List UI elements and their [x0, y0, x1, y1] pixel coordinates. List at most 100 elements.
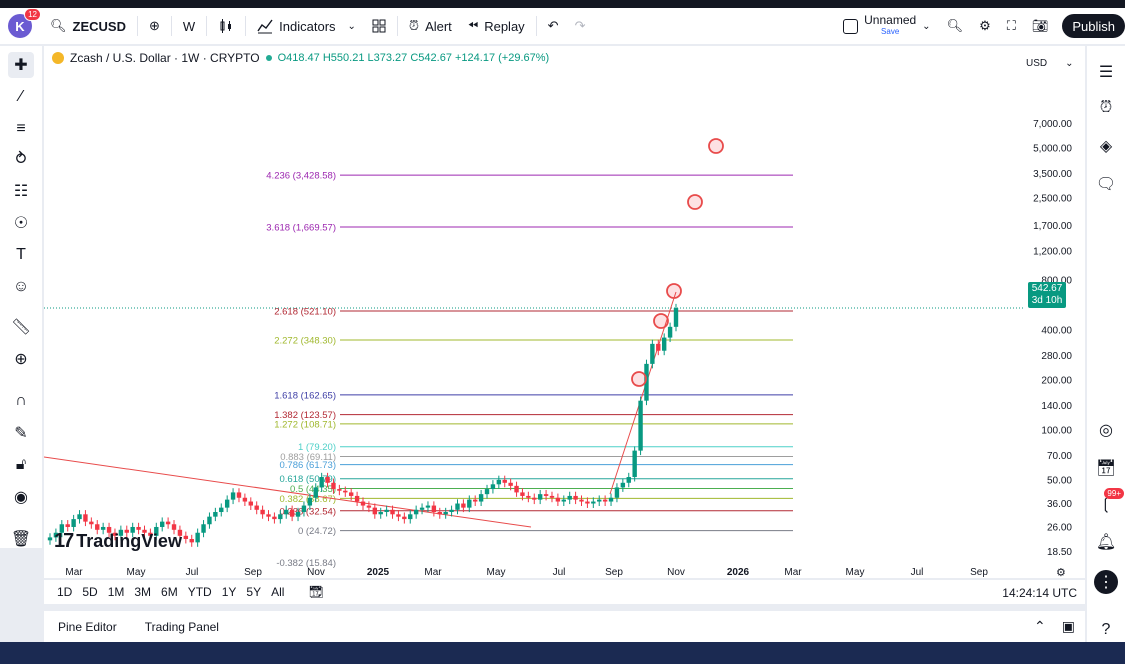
range-button-6m[interactable]: 6M [161, 585, 178, 599]
magnet-tool[interactable]: ∩ [8, 388, 34, 414]
chat-button[interactable]: 🗨︎ [1094, 172, 1118, 196]
candle-body [626, 477, 631, 483]
crosshair-tool[interactable]: ✚ [8, 52, 34, 78]
candle-body [419, 507, 425, 510]
chart-type-button[interactable] [210, 12, 242, 40]
draw-mode-tool[interactable]: ✎ [8, 420, 34, 446]
candle-body [585, 501, 590, 504]
help-button[interactable]: ? [1094, 618, 1118, 642]
trend-line [44, 456, 532, 528]
text-tool[interactable]: T [8, 242, 34, 268]
range-button-ytd[interactable]: YTD [187, 585, 212, 599]
fib-level-label: 0.618 (50.79) [279, 474, 336, 485]
candle-body [160, 521, 165, 527]
range-button-1d[interactable]: 1D [57, 585, 73, 599]
settings-button[interactable]: ⚙︎ [971, 12, 999, 40]
chat-icon: 🗨︎ [1095, 176, 1117, 193]
pine-editor-tab[interactable]: Pine Editor [58, 619, 117, 634]
plus-circle-icon: ⊕ [148, 18, 160, 33]
layout-select-button[interactable]: Unnamed Save ⌄ [835, 12, 938, 40]
candle-body [142, 529, 147, 533]
range-button-5d[interactable]: 5D [82, 585, 98, 599]
time-tick-label: Sep [605, 567, 623, 578]
clock-display[interactable]: 14:24:14 UTC [1002, 586, 1077, 600]
time-tick-label: Jul [911, 567, 924, 578]
alert-button[interactable]: ⏰︎ Alert [401, 12, 460, 40]
price-tick-label: 400.00 [1041, 326, 1072, 337]
ruler-tool[interactable]: 📏︎ [8, 314, 34, 340]
pattern-tool[interactable]: ⥁ [8, 146, 34, 172]
candle-body [661, 337, 667, 351]
symbol-title: Zcash / U.S. Dollar · 1W · CRYPTO [70, 51, 260, 65]
layouts-button[interactable] [364, 12, 394, 40]
chart-pane[interactable]: 4.236 (3,428.58) 3.618 (1,669.57) 2.618 (5… [44, 46, 1085, 578]
fullscreen-button[interactable]: ⛶︎ [999, 12, 1024, 40]
range-button-5y[interactable]: 5Y [246, 585, 262, 599]
highlight-circle [653, 313, 669, 329]
calendar-button[interactable]: 📅︎ [1094, 456, 1118, 480]
candle-body [100, 526, 106, 530]
apps-button[interactable]: ⋮ [1094, 570, 1118, 594]
fib-tool[interactable]: ☷ [8, 178, 34, 204]
candle-body [555, 497, 561, 502]
save-label: Save [881, 27, 900, 36]
data-window-button[interactable]: ◈ [1094, 134, 1118, 158]
candle-body [118, 529, 124, 536]
highlight-circle [666, 283, 682, 299]
app-window: K 12 🔍︎ ZECUSD ⊕ W Indicators ⌄ ⏰︎ Alert [0, 8, 1125, 642]
user-avatar[interactable]: K 12 [8, 8, 41, 38]
horizontal-lines-tool[interactable]: ≡ [8, 116, 34, 142]
publish-button[interactable]: Publish [1062, 14, 1125, 38]
undo-button[interactable]: ↶ [540, 12, 567, 40]
quick-search-button[interactable]: 🔍︎ [939, 12, 972, 40]
candle-body [284, 509, 289, 515]
screener-button[interactable]: ◎ [1094, 418, 1118, 442]
redo-button[interactable]: ↷ [567, 12, 594, 40]
watchlist-button[interactable]: ☰ [1094, 60, 1118, 84]
prediction-tool[interactable]: ☉ [8, 210, 34, 236]
time-tick-label: 2026 [727, 567, 750, 578]
candle-body [325, 477, 330, 483]
time-tick-label: Nov [667, 567, 685, 578]
currency-select[interactable]: USD ⌄ [1026, 58, 1074, 69]
hide-tool[interactable]: ◉ [8, 484, 34, 510]
candle-body [455, 503, 460, 510]
chevron-up-icon[interactable]: ⌃ [1034, 618, 1046, 634]
fib-level-label: 4.236 (3,428.58) [266, 171, 336, 182]
icons-tool[interactable]: ☺ [8, 274, 34, 300]
replay-button[interactable]: ⏪︎ Replay [460, 12, 533, 40]
symbol-search[interactable]: 🔍︎ ZECUSD [42, 12, 134, 40]
interval-button[interactable]: W [182, 18, 196, 34]
candle-body [526, 495, 531, 498]
notifications-button[interactable]: 🔔︎ [1094, 530, 1118, 554]
indicators-label: Indicators [279, 18, 336, 34]
trend-line-tool[interactable]: ∕ [8, 84, 34, 110]
range-button-all[interactable]: All [271, 585, 285, 599]
highlight-circle [687, 194, 703, 210]
news-button[interactable]: ❲ 99+ [1094, 488, 1124, 516]
lock-tool[interactable]: 🔓︎ [8, 452, 34, 478]
range-button-3m[interactable]: 3M [134, 585, 152, 599]
candle-body [71, 519, 76, 527]
compare-symbol-button[interactable]: ⊕ [141, 12, 168, 40]
remove-tool[interactable]: 🗑︎ [8, 526, 34, 552]
alerts-button[interactable]: ⏰︎ [1094, 96, 1118, 120]
price-chart[interactable]: 4.236 (3,428.58) 3.618 (1,669.57) 2.618 (5… [44, 46, 1085, 578]
lock-icon: 🔓︎ [15, 456, 27, 473]
price-tick-label: 26.00 [1047, 522, 1072, 533]
indicators-button[interactable]: Indicators ⌄ [249, 12, 364, 40]
maximize-panel-icon[interactable]: ▣ [1061, 618, 1075, 634]
range-button-1m[interactable]: 1M [107, 585, 125, 599]
candles-icon [220, 19, 232, 33]
zoom-in-icon: ⊕ [14, 351, 28, 368]
goto-date-button[interactable]: 📆︎ [303, 585, 328, 599]
chevron-down-icon: ⌄ [922, 20, 931, 32]
screenshot-button[interactable]: 📷︎ [1024, 12, 1057, 40]
price-tick-label: 280.00 [1041, 351, 1072, 362]
candle-body [378, 512, 383, 515]
trading-panel-tab[interactable]: Trading Panel [144, 619, 219, 634]
zoom-tool[interactable]: ⊕ [8, 346, 34, 372]
candle-body [620, 482, 626, 488]
layout-name-label: Unnamed [864, 13, 917, 27]
range-button-1y[interactable]: 1Y [221, 585, 237, 599]
